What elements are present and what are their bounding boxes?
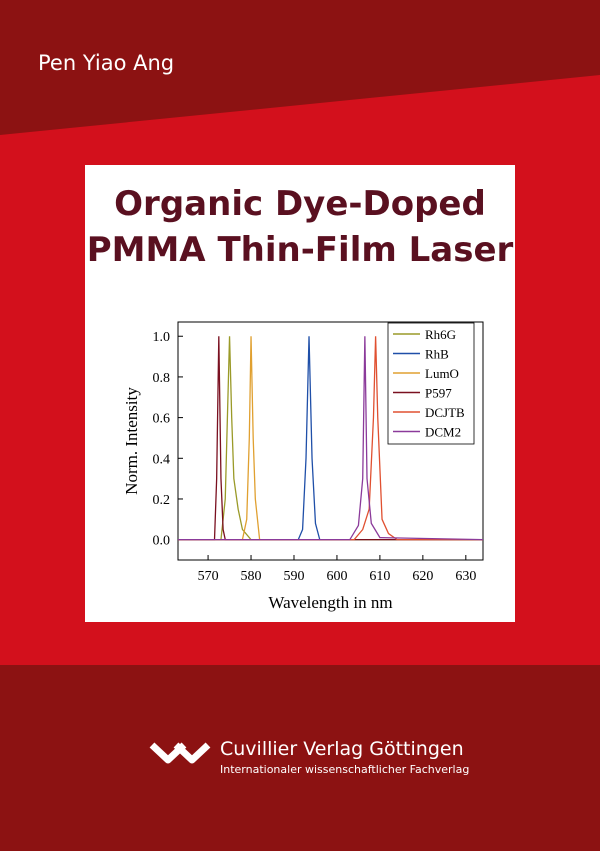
legend-label: RhB (425, 347, 449, 362)
legend-label: DCM2 (425, 425, 461, 440)
series-line (178, 336, 484, 541)
x-tick-label: 570 (198, 569, 219, 584)
legend-label: DCJTB (425, 405, 465, 420)
bottom-band (0, 665, 600, 851)
x-tick-label: 630 (455, 569, 476, 584)
publisher-name: Cuvillier Verlag Göttingen (220, 738, 464, 760)
publisher-tagline: Internationaler wissenschaftlicher Fachv… (220, 763, 469, 776)
x-tick-label: 580 (241, 569, 262, 584)
y-tick-label: 0.2 (153, 493, 171, 508)
series-line (178, 336, 483, 541)
title-line: PMMA Thin-Film Laser (87, 230, 514, 270)
y-tick-label: 0.6 (153, 412, 171, 427)
top-band (0, 0, 600, 135)
x-tick-label: 610 (369, 569, 390, 584)
legend-box (387, 322, 475, 445)
legend-label: P597 (425, 386, 452, 401)
plot-frame (177, 321, 484, 561)
x-axis-label: Wavelength in nm (268, 593, 392, 612)
logo-mark (173, 742, 211, 764)
legend-label: LumO (425, 366, 459, 381)
series-line (178, 336, 483, 541)
series-line (178, 336, 483, 541)
x-tick-label: 590 (283, 569, 304, 584)
series-line (178, 336, 483, 541)
y-tick-label: 0.4 (153, 452, 171, 467)
y-tick-label: 1.0 (153, 330, 171, 345)
series-line (178, 336, 483, 541)
y-tick-label: 0.8 (153, 371, 171, 386)
chart: 570 580 590 600 610 620 630 0.0 0.2 0.4 0.6 0.8 1.0 W… (122, 321, 484, 612)
publisher-logo (149, 742, 211, 764)
legend-label: Rh6G (425, 327, 456, 342)
title-line: Organic Dye-Doped (114, 184, 486, 224)
x-tick-label: 600 (326, 569, 347, 584)
y-tick-label: 0.0 (153, 534, 171, 549)
author: Pen Yiao Ang (38, 51, 174, 75)
x-tick-label: 620 (412, 569, 433, 584)
y-axis-label: Norm. Intensity (122, 387, 141, 495)
